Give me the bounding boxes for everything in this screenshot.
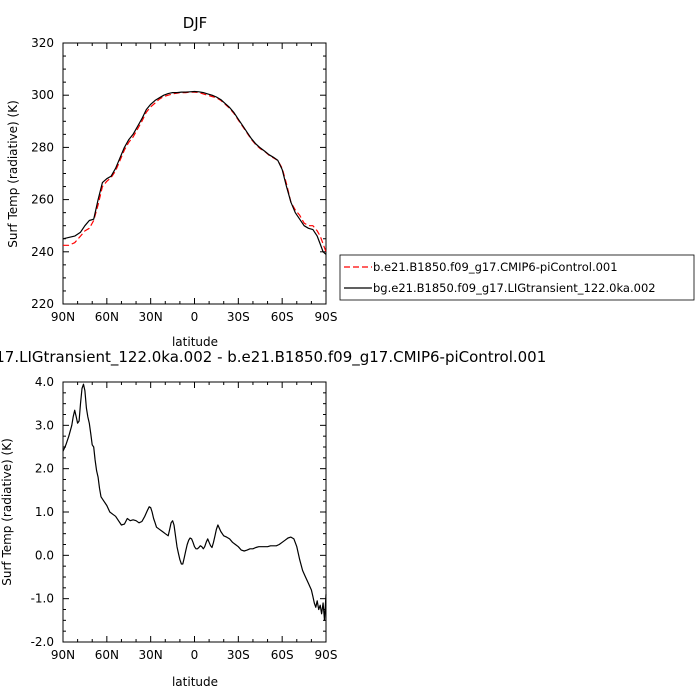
- bottom-y-tick-label: 3.0: [35, 418, 54, 432]
- bottom-axis-ticks: 90N 60N 30N 0 30S 60S 90S -2.0 -1.0 0.0 1.0 2.0 3.0 4…: [31, 375, 338, 662]
- top-x-tick-label: 90S: [315, 310, 338, 324]
- bottom-y-tick-label: 2.0: [35, 462, 54, 476]
- legend-label-picontrol: b.e21.B1850.f09_g17.CMIP6-piControl.001: [373, 260, 618, 274]
- bottom-y-tick-label: 1.0: [35, 505, 54, 519]
- legend-label-ligtransient: bg.e21.B1850.f09_g17.LIGtransient_122.0k…: [373, 281, 656, 295]
- bottom-chart-title: bg.e21.B1850.f09_g17.LIGtransient_122.0k…: [0, 348, 546, 367]
- top-y-tick-label: 320: [31, 36, 54, 50]
- bottom-x-tick-label: 60N: [95, 648, 119, 662]
- top-plot-frame: [62, 42, 327, 305]
- top-x-tick-label: 60S: [271, 310, 294, 324]
- legend: b.e21.B1850.f09_g17.CMIP6-piControl.001 …: [339, 254, 695, 301]
- top-x-tick-label: 30N: [139, 310, 163, 324]
- bottom-y-tick-label: -2.0: [31, 635, 54, 649]
- top-axis-ticks: 90N 60N 30N 0 30S 60S 90S 220 240 260 280 300 320: [31, 36, 337, 324]
- bottom-x-tick-label: 30N: [139, 648, 163, 662]
- bottom-series-lines: [62, 383, 327, 621]
- top-x-tick-label: 0: [191, 310, 199, 324]
- bottom-y-tick-label: -1.0: [31, 592, 54, 606]
- top-y-tick-label: 300: [31, 88, 54, 102]
- bottom-series-line-0: [62, 383, 327, 621]
- bottom-x-tick-label: 30S: [227, 648, 250, 662]
- top-x-tick-label: 30S: [227, 310, 250, 324]
- bottom-y-tick-label: 4.0: [35, 375, 54, 389]
- top-x-tick-label: 60N: [95, 310, 119, 324]
- bottom-plot-frame: [62, 381, 327, 643]
- top-y-axis-label: Surf Temp (radiative) (K): [6, 100, 20, 248]
- top-x-tick-label: 90N: [51, 310, 75, 324]
- bottom-x-tick-label: 60S: [271, 648, 294, 662]
- top-y-tick-label: 220: [31, 297, 54, 311]
- top-y-tick-label: 240: [31, 245, 54, 259]
- bottom-x-axis-label: latitude: [172, 675, 218, 689]
- legend-box: [339, 254, 695, 301]
- bottom-x-tick-label: 90N: [51, 648, 75, 662]
- bottom-x-tick-label: 90S: [315, 648, 338, 662]
- bottom-x-tick-label: 0: [191, 648, 199, 662]
- difference-panel: bg.e21.B1850.f09_g17.LIGtransient_122.0k…: [0, 348, 546, 689]
- top-chart-title: DJF: [183, 14, 208, 32]
- djf-panel: DJF 90N 60N 30N 0 30S 60S 90S 220 240 260 280 300 32…: [6, 14, 695, 349]
- top-series-line-1: [62, 90, 327, 255]
- top-y-tick-label: 260: [31, 193, 54, 207]
- top-y-tick-label: 280: [31, 140, 54, 154]
- top-series-line-0: [63, 91, 327, 253]
- top-series-lines: [62, 90, 327, 255]
- bottom-y-axis-label: Surf Temp (radiative) (K): [0, 438, 14, 586]
- bottom-y-tick-label: 0.0: [35, 548, 54, 562]
- top-x-axis-label: latitude: [172, 335, 218, 349]
